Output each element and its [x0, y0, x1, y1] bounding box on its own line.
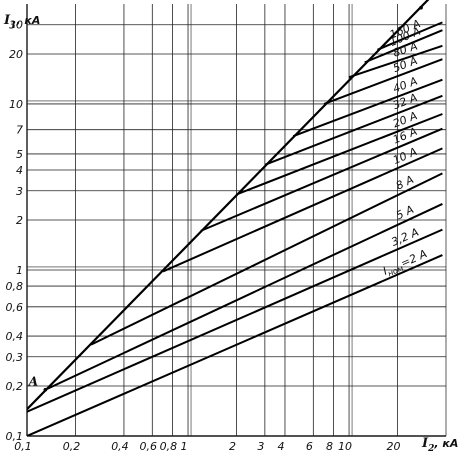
- x-tick-label: 2: [229, 440, 236, 453]
- point-marker: [419, 5, 423, 10]
- y-tick-label: 3: [16, 185, 23, 198]
- point-marker: [43, 387, 48, 392]
- series-line: [348, 44, 443, 79]
- labels: 0,1 0,2 0,4 0,6 0,8 1 2 3 4 6 8 10 200,10,20,30,40,6…: [6, 0, 430, 453]
- y-tick-label: 1: [16, 264, 23, 277]
- series-line: [264, 94, 443, 166]
- y-axis-title: I1, кА: [3, 13, 40, 31]
- x-tick-label: 0,8: [160, 440, 178, 453]
- y-tick-label: 0,1: [6, 430, 24, 443]
- series-line: [200, 127, 443, 232]
- y-tick-label: 0,3: [6, 351, 24, 364]
- x-tick-label: 20: [387, 440, 401, 453]
- curves: [27, 0, 443, 436]
- series-line: [90, 172, 443, 346]
- series-line: [44, 203, 443, 391]
- point-label: A: [28, 375, 38, 389]
- x-tick-label: 3: [257, 440, 264, 453]
- x-tick-label: 0,1: [14, 440, 32, 453]
- x-tick-label: 0,4: [111, 440, 129, 453]
- x-tick-label: 0,6: [140, 440, 158, 453]
- x-tick-label: 4: [277, 440, 284, 453]
- x-tick-label: 1: [181, 440, 188, 453]
- series-line: [27, 228, 443, 413]
- y-tick-label: 0,8: [6, 280, 24, 293]
- y-tick-label: 20: [9, 48, 23, 61]
- series-line: [162, 147, 443, 273]
- x-tick-label: 0,2: [63, 440, 81, 453]
- y-tick-label: 5: [16, 148, 23, 161]
- x-tick-label: 6: [306, 440, 313, 453]
- y-tick-label: 2: [16, 214, 23, 227]
- series-line: [364, 29, 443, 64]
- y-tick-label: 0,2: [6, 380, 24, 393]
- y-tick-label: 0,4: [6, 330, 24, 343]
- y-tick-label: 7: [16, 124, 23, 137]
- boundary-line-AB: [27, 0, 430, 410]
- x-axis-title: I2, кА: [421, 436, 458, 454]
- series-line: [292, 78, 443, 138]
- point-label: B: [411, 0, 422, 3]
- y-tick-label: 10: [9, 98, 23, 111]
- x-tick-label: 8: [326, 440, 333, 453]
- grid: [26, 4, 447, 437]
- y-tick-label: 4: [16, 164, 23, 177]
- series-line: [377, 21, 443, 51]
- series-line: [27, 254, 443, 436]
- x-tick-label: 10: [338, 440, 352, 453]
- series-line: [323, 58, 443, 105]
- y-tick-label: 0,6: [6, 301, 24, 314]
- series-line: [236, 113, 443, 196]
- y-tick-label: 30: [9, 19, 23, 32]
